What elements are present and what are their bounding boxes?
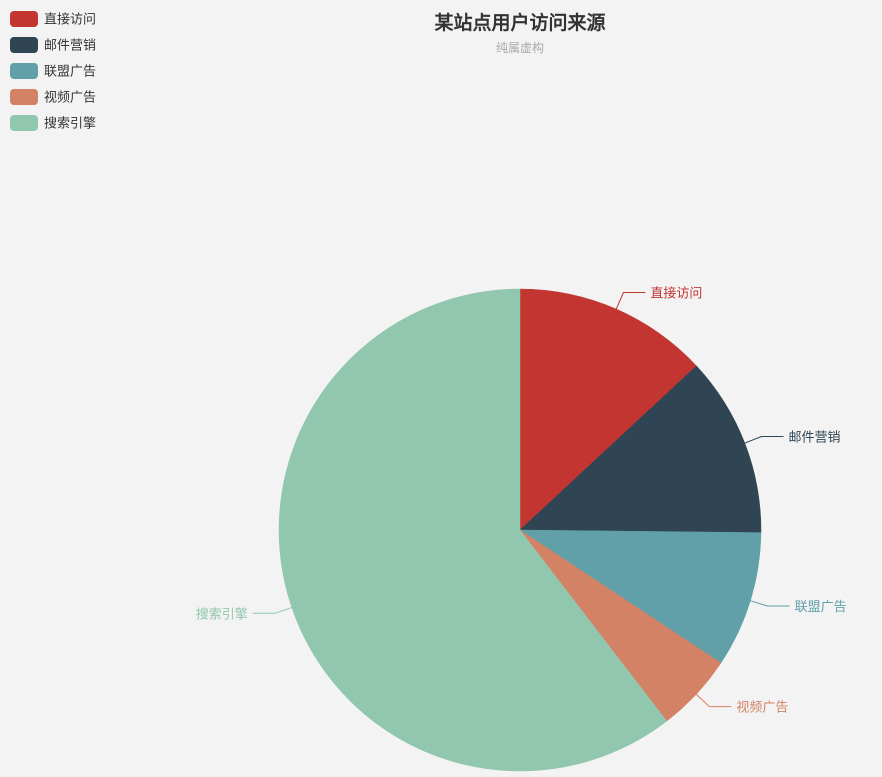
label-line-2: [744, 436, 784, 444]
slice-label-5: 搜索引擎: [196, 607, 248, 622]
legend-swatch-3: [10, 63, 38, 79]
legend-item-3[interactable]: 联盟广告: [10, 63, 96, 80]
pie-slice-2[interactable]: [519, 365, 762, 533]
slice-label-1: 直接访问: [650, 286, 702, 302]
legend-label-2: 邮件营销: [44, 39, 96, 54]
pie-slice-3[interactable]: [519, 529, 762, 664]
legend-item-1[interactable]: 直接访问: [10, 11, 96, 28]
legend-label-1: 直接访问: [44, 12, 96, 28]
chart-title: 某站点用户访问来源: [434, 11, 605, 34]
label-line-5: [252, 607, 292, 614]
legend-label-5: 搜索引擎: [44, 117, 96, 132]
legend-swatch-1: [10, 11, 38, 27]
legend-swatch-4: [10, 89, 38, 105]
pie-slice-1[interactable]: [519, 288, 697, 531]
pie-slice-5[interactable]: [278, 288, 668, 772]
legend-label-3: 联盟广告: [44, 65, 96, 80]
legend-item-4[interactable]: 视频广告: [10, 89, 96, 106]
label-line-3: [750, 600, 790, 607]
chart-subtitle: 纯属虚构: [496, 40, 544, 55]
label-line-1: [615, 292, 646, 310]
slice-label-4: 视频广告: [736, 701, 788, 716]
slice-label-2: 邮件营销: [789, 431, 841, 446]
legend-swatch-5: [10, 115, 38, 131]
legend-label-4: 视频广告: [44, 91, 96, 106]
pie-slices: [278, 288, 762, 772]
legend-item-2[interactable]: 邮件营销: [10, 37, 96, 54]
slice-label-3: 联盟广告: [795, 600, 847, 615]
legend-swatch-2: [10, 37, 38, 53]
label-line-4: [695, 693, 732, 708]
legend-item-5[interactable]: 搜索引擎: [10, 115, 96, 132]
